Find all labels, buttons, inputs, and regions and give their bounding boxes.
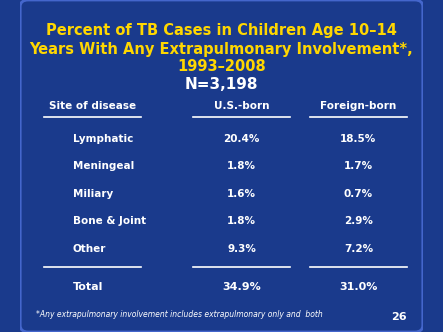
Text: 20.4%: 20.4% <box>223 134 260 144</box>
Text: Total: Total <box>73 282 103 291</box>
Text: 31.0%: 31.0% <box>339 282 377 291</box>
Text: N=3,198: N=3,198 <box>185 77 258 92</box>
Text: Lymphatic: Lymphatic <box>73 134 133 144</box>
Text: 7.2%: 7.2% <box>344 244 373 254</box>
Text: Other: Other <box>73 244 106 254</box>
Text: 26: 26 <box>391 312 407 322</box>
Text: 2.9%: 2.9% <box>344 216 373 226</box>
Text: 0.7%: 0.7% <box>344 189 373 199</box>
Text: *Any extrapulmonary involvement includes extrapulmonary only and  both: *Any extrapulmonary involvement includes… <box>36 310 323 319</box>
Text: Percent of TB Cases in Children Age 10–14: Percent of TB Cases in Children Age 10–1… <box>46 23 397 38</box>
Text: Miliary: Miliary <box>73 189 113 199</box>
Text: 1.7%: 1.7% <box>344 161 373 171</box>
Text: 1.8%: 1.8% <box>227 216 256 226</box>
Text: 34.9%: 34.9% <box>222 282 261 291</box>
Text: 1.8%: 1.8% <box>227 161 256 171</box>
Text: U.S.-born: U.S.-born <box>214 101 269 111</box>
Text: 18.5%: 18.5% <box>340 134 377 144</box>
Text: 9.3%: 9.3% <box>227 244 256 254</box>
Text: Meningeal: Meningeal <box>73 161 134 171</box>
Text: Foreign-born: Foreign-born <box>320 101 396 111</box>
Text: 1.6%: 1.6% <box>227 189 256 199</box>
Text: Years With Any Extrapulmonary Involvement*,: Years With Any Extrapulmonary Involvemen… <box>30 42 413 56</box>
Text: Bone & Joint: Bone & Joint <box>73 216 146 226</box>
Text: Site of disease: Site of disease <box>49 101 136 111</box>
FancyBboxPatch shape <box>20 0 423 332</box>
Text: 1993–2008: 1993–2008 <box>177 59 266 74</box>
